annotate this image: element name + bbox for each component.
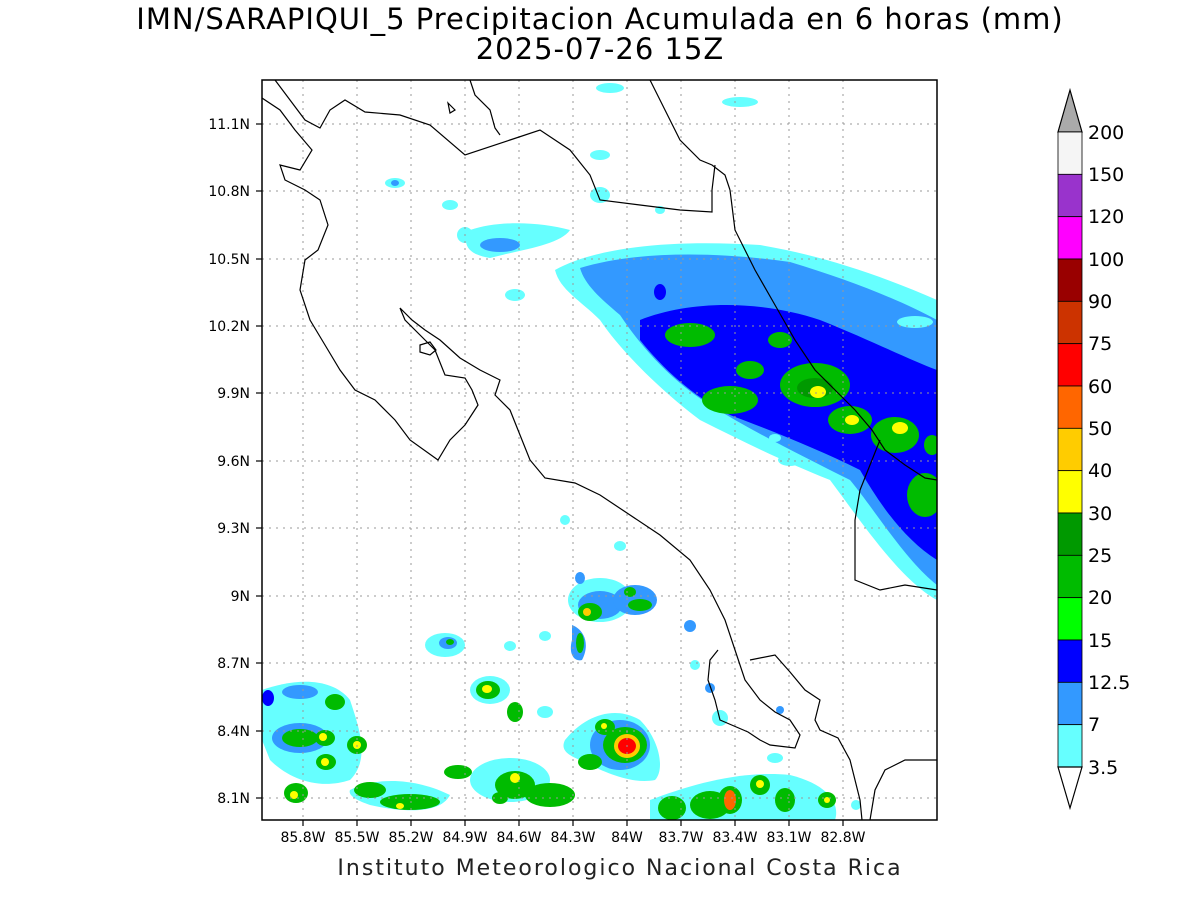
- burica-coast: [869, 759, 937, 820]
- coastlines: [262, 80, 937, 820]
- colorbar-swatch: [1057, 343, 1083, 387]
- lat-label: 10.2N: [208, 319, 250, 335]
- colorbar-swatch: [1057, 554, 1083, 599]
- colorbar-swatch: [1057, 639, 1083, 683]
- colorbar-label: 75: [1088, 333, 1112, 355]
- lon-label: 84W: [611, 830, 643, 846]
- colorbar-label: 20: [1088, 587, 1112, 609]
- colorbar-label: 40: [1088, 460, 1112, 482]
- precip-north-scattered: [385, 83, 933, 328]
- footer-credit: Instituto Meteorologico Nacional Costa R…: [337, 856, 903, 881]
- lat-tick-labels: 11.1N 10.8N 10.5N 10.2N 9.9N 9.6N 9.3N 9…: [208, 117, 250, 807]
- lat-label: 9.3N: [217, 521, 250, 537]
- colorbar-swatch: [1057, 597, 1083, 641]
- colorbar-swatches: [1057, 131, 1083, 768]
- colorbar-swatch: [1057, 681, 1083, 726]
- colorbar-label: 200: [1088, 122, 1124, 144]
- lat-label: 9.9N: [217, 386, 250, 402]
- lon-label: 85.8W: [280, 830, 325, 846]
- lon-label: 85.2W: [388, 830, 433, 846]
- osa-peninsula: [749, 654, 863, 820]
- precipitation-field: [262, 83, 937, 820]
- map-datetime: 2025-07-26 15Z: [475, 32, 725, 66]
- panama-border: [854, 439, 937, 591]
- lat-label: 11.1N: [208, 117, 250, 133]
- map-title: IMN/SARAPIQUI_5 Precipitacion Acumulada …: [136, 2, 1064, 36]
- lat-label: 8.7N: [217, 656, 250, 672]
- lat-label: 10.5N: [208, 252, 250, 268]
- colorbar-swatch: [1057, 258, 1083, 302]
- colorbar-label: 3.5: [1088, 757, 1118, 779]
- colorbar-swatch: [1057, 131, 1083, 175]
- lat-label: 8.4N: [217, 724, 250, 740]
- lon-label: 83.7W: [658, 830, 703, 846]
- colorbar-label: 60: [1088, 376, 1112, 398]
- lon-label: 84.6W: [496, 830, 541, 846]
- lon-label: 85.5W: [334, 830, 379, 846]
- colorbar-swatch: [1057, 216, 1083, 260]
- colorbar: 200 150 120 100 90 75 60 50 40 30 25 20 …: [1057, 87, 1130, 811]
- colorbar-label: 15: [1088, 630, 1112, 652]
- precip-central-south: [425, 434, 802, 670]
- colorbar-label: 12.5: [1088, 672, 1130, 694]
- colorbar-label: 30: [1088, 503, 1112, 525]
- precip-south-coast: [262, 676, 861, 820]
- colorbar-label: 7: [1088, 714, 1100, 736]
- colorbar-label: 90: [1088, 291, 1112, 313]
- nicoya-gulf-island: [419, 341, 437, 356]
- lon-label: 84.9W: [442, 830, 487, 846]
- lat-label: 8.1N: [217, 791, 250, 807]
- colorbar-label: 50: [1088, 418, 1112, 440]
- colorbar-swatch: [1057, 300, 1083, 345]
- lat-label: 9.6N: [217, 454, 250, 470]
- colorbar-swatch: [1057, 724, 1083, 768]
- lon-tick-labels: 85.8W 85.5W 85.2W 84.9W 84.6W 84.3W 84W …: [280, 830, 865, 846]
- colorbar-label: 100: [1088, 249, 1124, 271]
- lat-label: 10.8N: [208, 184, 250, 200]
- colorbar-swatch: [1057, 385, 1083, 429]
- lon-label: 83.1W: [766, 830, 811, 846]
- colorbar-swatch: [1057, 512, 1083, 556]
- tick-marks: [256, 123, 844, 826]
- lon-label: 83.4W: [712, 830, 757, 846]
- lat-label: 9N: [231, 589, 250, 605]
- lon-label: 84.3W: [550, 830, 595, 846]
- colorbar-label: 25: [1088, 545, 1112, 567]
- colorbar-labels: 200 150 120 100 90 75 60 50 40 30 25 20 …: [1088, 122, 1130, 779]
- plot-frame: [261, 79, 938, 821]
- lake-nicaragua: [469, 80, 501, 136]
- colorbar-swatch: [1057, 470, 1083, 514]
- colorbar-swatch: [1057, 427, 1083, 472]
- colorbar-top-arrow: [1057, 87, 1083, 133]
- precip-band-northeast: [555, 243, 937, 600]
- nicaragua-east-coast: [649, 80, 731, 191]
- nicaragua-border: [274, 80, 716, 213]
- lon-label: 82.8W: [820, 830, 865, 846]
- caribbean-coast: [729, 189, 937, 481]
- colorbar-label: 150: [1088, 164, 1124, 186]
- colorbar-bottom-arrow: [1057, 766, 1083, 811]
- small-island: [447, 101, 456, 114]
- grid-lines: [262, 80, 937, 820]
- colorbar-label: 120: [1088, 206, 1124, 228]
- colorbar-swatch: [1057, 173, 1083, 218]
- pacific-coast-guanacaste: [262, 97, 801, 749]
